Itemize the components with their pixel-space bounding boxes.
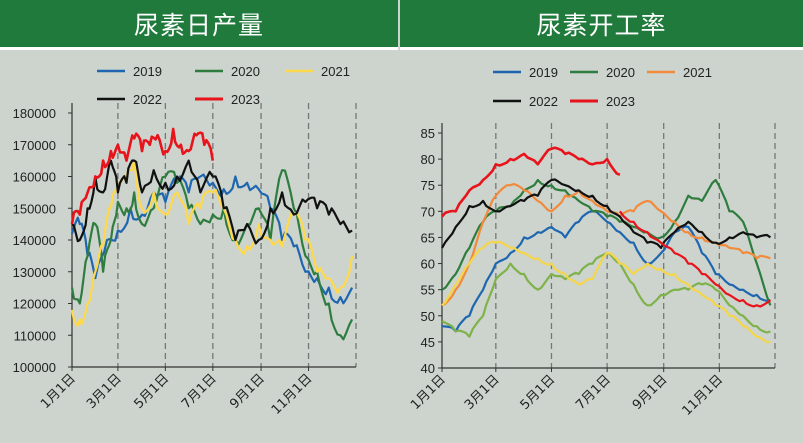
y-tick-label: 55: [421, 283, 435, 298]
y-tick-label: 65: [421, 230, 435, 245]
right-chart-panel: 尿素开工率 40 45 50 55 60 65 70 75 80 85 1月1日 3月1日 5月1日 7月…: [400, 0, 803, 443]
title-divider: [0, 47, 398, 50]
legend-label: 2019: [529, 65, 558, 80]
y-tick-label: 100000: [13, 360, 56, 375]
y-tick-label: 160000: [13, 170, 56, 185]
x-tick-label: 3月1日: [84, 371, 125, 412]
legend-label: 2020: [606, 65, 635, 80]
series-line-2019: [441, 210, 771, 333]
y-tick-label: 60: [421, 257, 435, 272]
series-line-2023: [70, 127, 215, 225]
operating-rate-chart: 40 45 50 55 60 65 70 75 80 85 1月1日 3月1日 5月1日 7月1日 9月1日…: [408, 65, 776, 419]
legend-label: 2023: [231, 92, 260, 107]
legend-label: 2022: [529, 94, 558, 109]
title-divider: [400, 47, 803, 50]
x-tick-label: 3月1日: [462, 372, 503, 413]
series-line-2022: [71, 159, 353, 245]
y-tick-label: 50: [421, 309, 435, 324]
y-tick-label: 180000: [13, 106, 56, 121]
daily-output-chart: 100000 110000 120000 130000 140000 150000 1600…: [13, 64, 357, 418]
y-tick-label: 120000: [13, 297, 56, 312]
legend-label: 2020: [231, 64, 260, 79]
y-tick-label: 130000: [13, 265, 56, 280]
series-line-2022: [441, 178, 772, 249]
series-line-2020: [70, 169, 354, 341]
y-tick-label: 85: [421, 126, 435, 141]
x-tick-label: 5月1日: [518, 372, 559, 413]
legend-label: 2021: [683, 65, 712, 80]
x-tick-label: 1月1日: [408, 372, 449, 413]
y-tick-label: 40: [421, 361, 435, 376]
x-tick-label: 7月1日: [179, 371, 220, 412]
legend-label: 2019: [133, 64, 162, 79]
x-tick-label: 11月1日: [269, 371, 316, 418]
plot-area: [442, 133, 775, 368]
y-tick-label: 45: [421, 335, 435, 350]
y-tick-label: 75: [421, 178, 435, 193]
y-tick-label: 170000: [13, 138, 56, 153]
series-line-red_thin: [619, 210, 772, 308]
legend-label: 2023: [606, 94, 635, 109]
legend-label: 2022: [133, 92, 162, 107]
chart-title: 尿素日产量: [0, 0, 398, 47]
legend-label: 2021: [321, 64, 350, 79]
series-line-2021: [70, 159, 354, 327]
x-tick-label: 11月1日: [680, 372, 727, 419]
series-line-yellow: [441, 240, 771, 344]
x-tick-label: 9月1日: [630, 372, 671, 413]
series-line-2023: [441, 146, 621, 218]
y-tick-label: 70: [421, 204, 435, 219]
y-tick-label: 110000: [14, 328, 56, 343]
x-tick-label: 9月1日: [227, 371, 268, 412]
x-tick-label: 7月1日: [573, 372, 614, 413]
y-tick-label: 80: [421, 152, 435, 167]
x-tick-label: 5月1日: [132, 371, 173, 412]
left-chart-panel: 尿素日产量 100000 110000 120000 130000 140000 1500…: [0, 0, 398, 443]
x-tick-label: 1月1日: [38, 371, 79, 412]
y-tick-label: 140000: [13, 233, 56, 248]
y-tick-label: 150000: [13, 201, 56, 216]
chart-title: 尿素开工率: [400, 0, 803, 47]
